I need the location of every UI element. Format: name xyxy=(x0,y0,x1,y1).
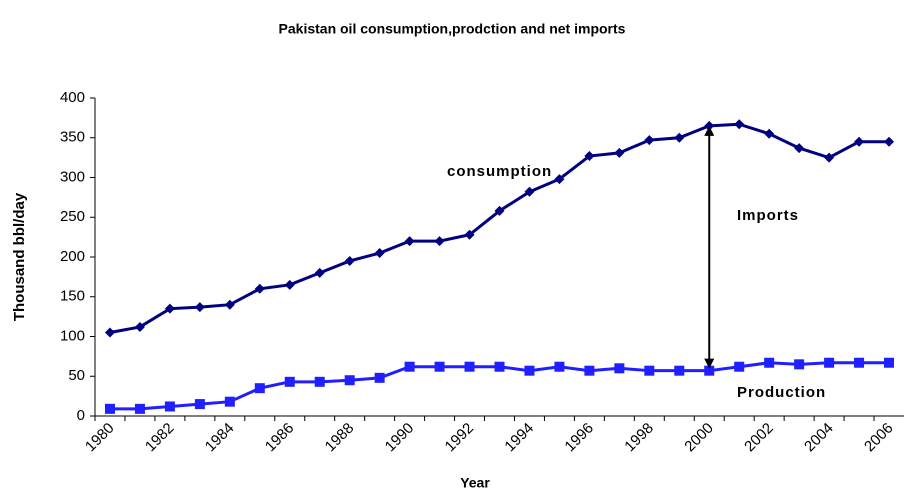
x-tick-label: 1984 xyxy=(202,420,238,456)
point xyxy=(494,361,505,372)
chart-title: Pakistan oil consumption,prodction and n… xyxy=(279,21,626,37)
annotation: Imports xyxy=(737,207,799,224)
point xyxy=(614,363,625,374)
y-tick-label: 250 xyxy=(60,208,85,225)
point xyxy=(764,128,775,139)
y-tick-label: 300 xyxy=(60,168,85,185)
series-label: Production xyxy=(737,384,826,401)
point xyxy=(824,357,835,368)
y-tick-label: 100 xyxy=(60,327,85,344)
point xyxy=(224,396,235,407)
point xyxy=(464,229,475,240)
point xyxy=(824,152,835,163)
point xyxy=(434,236,445,247)
point xyxy=(164,401,175,412)
x-tick-label: 1982 xyxy=(142,420,178,456)
point xyxy=(674,132,685,143)
point xyxy=(884,136,895,147)
point xyxy=(224,299,235,310)
point xyxy=(314,267,325,278)
point xyxy=(494,205,505,216)
point xyxy=(404,361,415,372)
y-axis-title: Thousand bbl/day xyxy=(11,192,28,321)
y-tick-label: 0 xyxy=(77,407,85,424)
point xyxy=(284,279,295,290)
point xyxy=(554,361,565,372)
series-line xyxy=(109,122,890,334)
point xyxy=(674,365,685,376)
series-label: consumption xyxy=(447,163,552,180)
point xyxy=(194,399,205,410)
x-tick-label: 1998 xyxy=(621,420,657,456)
point xyxy=(584,151,595,162)
point xyxy=(734,119,745,130)
x-tick-label: 1996 xyxy=(561,420,597,456)
point xyxy=(644,135,655,146)
x-tick-label: 1988 xyxy=(322,420,358,456)
point xyxy=(254,283,265,294)
y-tick-label: 150 xyxy=(60,288,85,305)
point xyxy=(614,147,625,158)
point xyxy=(764,357,775,368)
y-tick-label: 350 xyxy=(60,129,85,146)
point xyxy=(524,186,535,197)
x-tick-label: 2000 xyxy=(681,420,717,456)
point xyxy=(104,327,115,338)
x-tick-label: 2006 xyxy=(861,420,897,456)
point xyxy=(134,403,145,414)
point xyxy=(164,303,175,314)
point xyxy=(284,376,295,387)
point xyxy=(254,383,265,394)
point xyxy=(404,236,415,247)
point xyxy=(314,376,325,387)
point xyxy=(374,248,385,259)
point xyxy=(374,372,385,383)
point xyxy=(884,357,895,368)
point xyxy=(434,361,445,372)
x-tick-label: 1980 xyxy=(82,420,118,456)
x-tick-label: 1986 xyxy=(262,420,298,456)
y-tick-label: 400 xyxy=(60,89,85,106)
x-tick-label: 2002 xyxy=(741,420,777,456)
point xyxy=(104,403,115,414)
point xyxy=(644,365,655,376)
x-tick-label: 2004 xyxy=(801,420,837,456)
point xyxy=(734,361,745,372)
point xyxy=(794,359,805,370)
point xyxy=(554,174,565,185)
x-tick-label: 1994 xyxy=(501,420,537,456)
y-tick-label: 50 xyxy=(68,367,85,384)
point xyxy=(344,255,355,266)
point xyxy=(854,136,865,147)
point xyxy=(794,143,805,154)
y-tick-label: 200 xyxy=(60,248,85,265)
point xyxy=(134,321,145,332)
point xyxy=(524,365,535,376)
x-tick-label: 1992 xyxy=(442,420,478,456)
point xyxy=(344,375,355,386)
x-axis-title: Year xyxy=(460,475,490,491)
point xyxy=(194,302,205,313)
point xyxy=(704,365,715,376)
point xyxy=(464,361,475,372)
point xyxy=(854,357,865,368)
x-tick-label: 1990 xyxy=(382,420,418,456)
point xyxy=(584,365,595,376)
